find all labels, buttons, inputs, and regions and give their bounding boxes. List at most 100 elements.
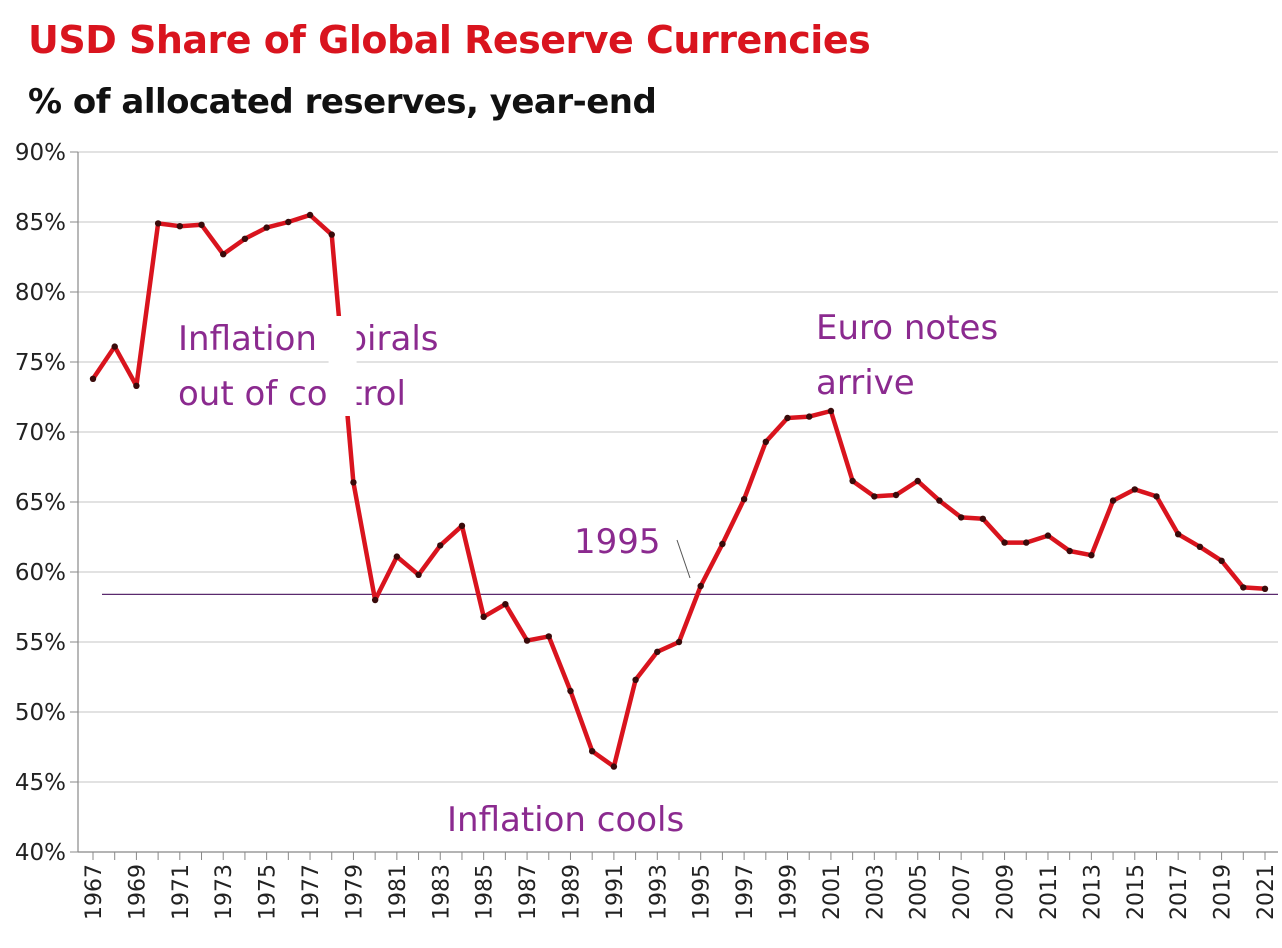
- x-tick-label: 1975: [256, 864, 281, 920]
- series-group: [89, 211, 1269, 770]
- chart-title: USD Share of Global Reserve Currencies: [28, 18, 871, 62]
- data-point: [827, 407, 835, 415]
- data-point: [654, 648, 661, 655]
- data-point: [784, 414, 791, 422]
- gridlines: [78, 151, 1278, 783]
- x-tick-label: 1983: [429, 864, 454, 920]
- x-tick-label: 2021: [1254, 864, 1279, 920]
- x-tick-label: 1997: [733, 864, 758, 920]
- x-tick-label: 2009: [994, 864, 1019, 920]
- data-point: [241, 235, 249, 242]
- x-tick-label: 1999: [777, 864, 802, 920]
- data-point: [1023, 539, 1030, 546]
- data-point: [675, 638, 683, 646]
- x-tick-label: 1979: [342, 864, 367, 920]
- data-point: [588, 748, 596, 755]
- data-point: [762, 438, 770, 445]
- data-point: [285, 218, 292, 226]
- data-point: [1240, 584, 1247, 591]
- data-point: [957, 514, 965, 521]
- y-tick-label: 50%: [15, 700, 66, 726]
- x-tick-label: 2001: [820, 864, 845, 920]
- data-point: [936, 497, 943, 504]
- data-point: [415, 571, 422, 578]
- y-tick-label: 55%: [15, 630, 66, 656]
- data-point: [1066, 547, 1073, 555]
- data-point: [220, 251, 227, 258]
- data-point: [740, 496, 748, 503]
- x-tick-label: 1995: [690, 864, 715, 920]
- y-tick-label: 75%: [15, 350, 66, 376]
- annotation-out-of-control: out of control: [178, 374, 406, 414]
- data-point: [914, 477, 921, 485]
- data-point: [1196, 543, 1204, 550]
- annotation-gap: [328, 316, 357, 416]
- y-tick-label: 90%: [15, 140, 66, 166]
- annotation-euro-notes: Euro notes: [816, 308, 998, 348]
- data-point: [111, 343, 118, 350]
- x-tick-label: 2005: [907, 864, 932, 920]
- annotation-inflation-cools: Inflation cools: [447, 800, 684, 840]
- data-point: [133, 382, 140, 389]
- x-tick-label: 1989: [559, 864, 584, 920]
- data-point: [1261, 585, 1269, 592]
- data-point: [1218, 557, 1225, 564]
- y-tick-label: 80%: [15, 280, 66, 306]
- x-tick-label: 2019: [1211, 864, 1236, 920]
- x-tick-label: 1993: [646, 864, 671, 920]
- data-point: [523, 637, 531, 644]
- annotation-leader-line: [676, 539, 691, 579]
- data-point: [480, 613, 487, 620]
- data-point: [871, 493, 878, 500]
- x-tick-label: 2007: [950, 864, 975, 920]
- data-point: [567, 687, 574, 695]
- x-tick-label: 1967: [82, 864, 107, 920]
- data-point: [1153, 493, 1160, 500]
- annotation-inflation-spirals: Inflation spirals: [178, 319, 438, 359]
- x-tick-label: 1981: [386, 864, 411, 920]
- data-point: [502, 601, 509, 608]
- x-axis-tick-labels: 1967 1969 1971 1973 1975 1977 1979 1981 1983 1985…: [82, 864, 1279, 920]
- axes: [70, 151, 1278, 860]
- y-tick-label: 70%: [15, 420, 66, 446]
- y-axis-tick-labels: 90% 85% 80% 75% 70% 65% 60% 55% 50% 45% 40%: [15, 140, 66, 866]
- data-point: [458, 522, 466, 529]
- x-tick-label: 1973: [212, 864, 237, 920]
- x-tick-label: 1985: [473, 864, 498, 920]
- data-point: [306, 211, 314, 219]
- data-point: [263, 224, 270, 231]
- data-point: [892, 491, 900, 499]
- data-point: [1001, 539, 1008, 546]
- y-tick-label: 45%: [15, 770, 66, 796]
- data-point: [1088, 552, 1095, 559]
- y-tick-label: 65%: [15, 490, 66, 516]
- data-point: [1174, 531, 1182, 538]
- annotation-arrive: arrive: [816, 363, 915, 403]
- x-tick-label: 1991: [603, 864, 628, 920]
- x-tick-label: 2011: [1037, 864, 1062, 920]
- data-point: [1044, 532, 1052, 539]
- annotations: Inflation spirals out of control Euro no…: [178, 308, 998, 840]
- data-point: [806, 413, 813, 420]
- annotation-1995: 1995: [574, 522, 661, 562]
- data-point: [176, 223, 184, 230]
- x-tick-label: 1977: [299, 864, 324, 920]
- data-point: [697, 582, 704, 590]
- data-point: [371, 596, 379, 604]
- data-point: [437, 542, 444, 549]
- data-point: [849, 477, 856, 485]
- data-point: [545, 633, 552, 640]
- data-point: [1131, 486, 1138, 493]
- data-point: [89, 375, 97, 382]
- data-point: [632, 676, 639, 683]
- x-tick-label: 2015: [1124, 864, 1149, 920]
- data-point: [1109, 497, 1117, 504]
- data-point: [719, 540, 726, 548]
- y-tick-label: 85%: [15, 210, 66, 236]
- x-tick-label: 2017: [1167, 864, 1192, 920]
- x-tick-label: 2013: [1080, 864, 1105, 920]
- data-point: [328, 231, 335, 238]
- x-tick-label: 1987: [516, 864, 541, 920]
- data-point: [393, 553, 401, 560]
- x-tick-label: 1971: [169, 864, 194, 920]
